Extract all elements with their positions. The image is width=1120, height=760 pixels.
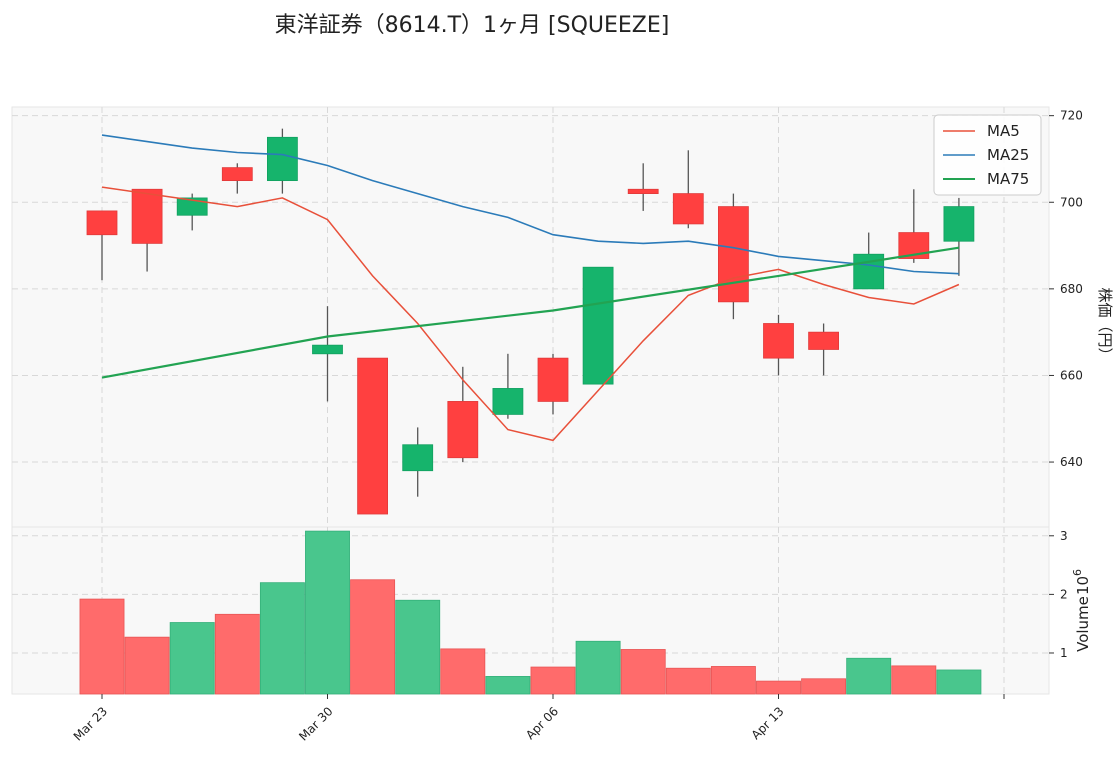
chart-title: 東洋証券（8614.T）1ヶ月 [SQUEEZE] xyxy=(275,13,670,38)
volume-bar xyxy=(936,669,982,695)
volume-bar xyxy=(756,680,801,695)
ma-line-ma75 xyxy=(101,246,960,379)
volume-bar xyxy=(169,622,215,695)
candle-body xyxy=(402,444,434,472)
volume-bar xyxy=(485,676,531,695)
volume-bar xyxy=(259,582,305,695)
volume-bar xyxy=(440,648,486,695)
legend-label-ma25: MA25 xyxy=(987,146,1029,164)
candle-body xyxy=(627,188,659,194)
volume-tick-label: 3 xyxy=(1060,529,1068,543)
candle-body xyxy=(221,167,253,182)
price-tick-label: 640 xyxy=(1060,455,1083,469)
ma-line-ma25 xyxy=(101,134,959,275)
price-tick-label: 660 xyxy=(1060,368,1083,382)
volume-bar xyxy=(620,649,666,695)
candle-body xyxy=(492,388,524,415)
price-axis-ticks: 640 660 680 700 720 xyxy=(1049,109,1083,469)
candle-body xyxy=(266,136,298,182)
volume-tick-label: 1 xyxy=(1060,646,1068,660)
x-axis-ticks: Mar 23 Mar 30 Apr 06 Apr 13 xyxy=(71,694,1005,744)
volume-bar xyxy=(305,530,350,695)
x-tick-label: Apr 13 xyxy=(749,704,787,742)
candle-body xyxy=(357,357,389,515)
price-tick-label: 700 xyxy=(1060,195,1083,209)
candle-body xyxy=(312,344,343,355)
candle-body xyxy=(763,323,794,359)
candle-body xyxy=(582,266,614,385)
moving-average-lines xyxy=(101,134,960,442)
volume-axis-label: Volume xyxy=(1074,596,1092,652)
ma-line-ma5 xyxy=(101,186,960,442)
volume-bar xyxy=(395,599,441,695)
candle-body xyxy=(176,197,208,216)
legend-label-ma5: MA5 xyxy=(987,122,1020,140)
legend: MA5 MA25 MA75 xyxy=(933,114,1042,196)
x-tick-label: Mar 23 xyxy=(71,704,110,743)
legend-box xyxy=(933,114,1042,196)
volume-bar xyxy=(530,666,576,695)
volume-axis-ticks: 1 2 3 xyxy=(1049,529,1068,660)
candle-body xyxy=(672,193,704,225)
candle-body xyxy=(86,210,118,236)
price-tick-label: 680 xyxy=(1060,282,1083,296)
volume-bar xyxy=(710,666,756,695)
x-tick-label: Apr 06 xyxy=(523,704,561,742)
volume-bar xyxy=(575,640,621,695)
x-tick-label: Mar 30 xyxy=(296,704,335,743)
volume-axis-label-group: Volume 106 xyxy=(1071,569,1092,652)
price-axis-label: 株価（円） xyxy=(1096,287,1114,362)
volume-bar xyxy=(350,579,396,695)
price-panel xyxy=(11,106,1050,528)
volume-bar xyxy=(124,636,170,695)
volume-bar xyxy=(846,657,892,695)
legend-label-ma75: MA75 xyxy=(987,170,1029,188)
candle-body xyxy=(808,331,839,350)
candle-body xyxy=(943,206,975,242)
candle-body xyxy=(718,206,749,303)
volume-bar xyxy=(891,665,937,695)
volume-bar xyxy=(801,678,847,695)
candle-body xyxy=(131,188,163,244)
volume-bar xyxy=(79,598,125,695)
volume-bars xyxy=(79,530,982,695)
volume-axis-exponent: 106 xyxy=(1071,569,1092,595)
volume-bar xyxy=(214,613,260,695)
candle-body xyxy=(537,357,569,402)
candle-body xyxy=(447,401,479,459)
candlesticks xyxy=(86,128,975,515)
price-tick-label: 720 xyxy=(1060,109,1083,123)
volume-bar xyxy=(665,667,711,695)
volume-tick-label: 2 xyxy=(1060,587,1068,601)
